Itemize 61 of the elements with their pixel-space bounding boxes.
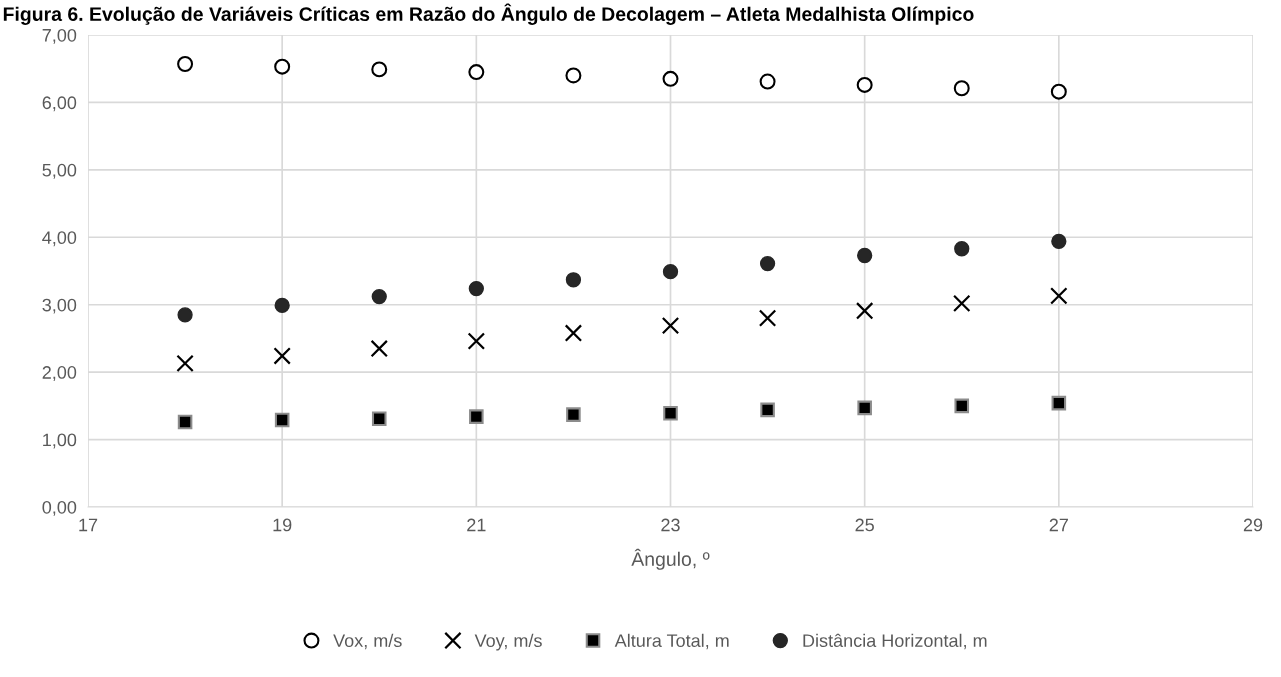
y-tick-label: 7,00 [42,28,77,44]
point [855,302,874,320]
point [954,398,970,414]
point [177,414,193,430]
x-tick-label: 25 [855,518,874,532]
point [953,80,970,97]
legend-label: Vox, m/s [333,633,402,650]
point [857,247,873,264]
y-tick-label: 0,00 [42,500,77,516]
y-tick-label: 1,00 [43,433,77,449]
y-tick-label: 4,00 [42,231,77,247]
point [759,255,776,272]
point [662,70,679,87]
point [662,264,679,280]
point [758,309,777,327]
point [273,347,291,365]
point [370,339,388,358]
point [468,64,485,81]
point [661,316,680,335]
point [566,407,581,422]
point [371,288,387,305]
x-tick-label: 27 [1049,518,1068,532]
x-axis-title: Ângulo, º [631,548,710,570]
point [953,294,971,313]
point [663,405,678,421]
y-tick-label: 2,00 [42,366,77,381]
point [371,61,388,78]
point [371,411,387,426]
point [176,354,194,373]
point [954,241,970,257]
x-tick-label: 17 [79,518,98,532]
x-tick-label: 21 [467,518,486,532]
point [274,297,290,314]
point [857,400,872,416]
point [177,56,194,72]
x-tick-label: 29 [1243,518,1263,532]
legend-label: Altura Total, m [614,633,729,650]
y-tick-label: 3,00 [42,298,77,314]
point [274,58,291,75]
point [760,402,775,418]
point [1050,287,1068,305]
point [565,272,582,288]
y-tick-label: 6,00 [42,96,77,112]
x-tick-label: 23 [661,518,680,532]
point [564,324,583,342]
point [1051,233,1067,249]
point [1050,83,1067,100]
x-tick-label: 19 [273,518,292,532]
legend-label: Voy, m/s [474,633,542,651]
point [177,307,193,323]
legend-label: Distância Horizontal, m [803,633,987,650]
point [565,67,582,84]
chart-title: Figura 6. Evolução de Variáveis Críticas em Razão do Ângulo de Decolagem – Atleta Medalhista Olímpico [3,3,974,25]
point [468,280,484,297]
point [467,332,486,350]
y-tick-label: 5,00 [42,163,77,179]
point [856,76,873,93]
point [469,409,484,424]
point [759,73,776,90]
point [274,412,290,428]
point [1051,395,1067,411]
